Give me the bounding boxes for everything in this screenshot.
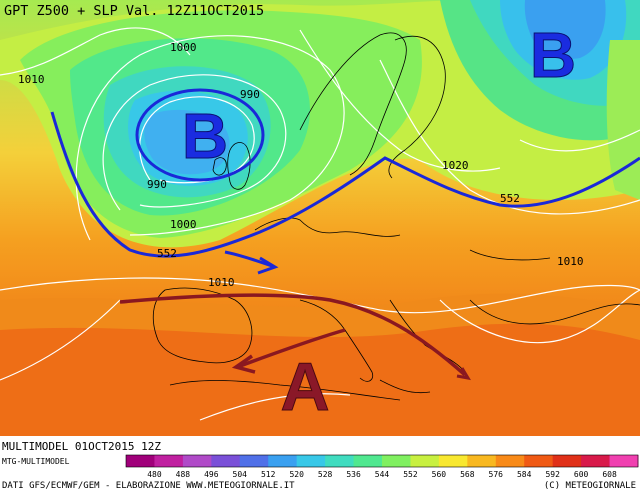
low-pressure-letter: B (182, 100, 228, 172)
legend-tick-label: 544 (375, 470, 390, 479)
coastlines (152, 32, 640, 401)
legend-tick-label: 600 (574, 470, 589, 479)
legend-swatch (296, 455, 326, 467)
legend-tick-label: 480 (147, 470, 162, 479)
flow-arrow-east-head (257, 256, 279, 275)
geopotential-label: 552 (157, 247, 177, 260)
legend-swatch (410, 455, 440, 467)
ridge-arc-head (456, 367, 471, 381)
trough-line (50, 111, 640, 258)
legend-tick-label: 576 (489, 470, 504, 479)
legend-tick-label: 488 (176, 470, 191, 479)
geopotential-field (0, 0, 640, 436)
geopotential-labels: 552 552 (157, 192, 520, 260)
legend-tick-label: 608 (602, 470, 617, 479)
legend-tick-label: 584 (517, 470, 532, 479)
legend-swatch (154, 455, 184, 467)
legend-tick-label: 568 (460, 470, 475, 479)
legend-swatch (495, 455, 525, 467)
model-run-label: MULTIMODEL 01OCT2015 12Z (2, 440, 161, 453)
legend-swatch (467, 455, 497, 467)
legend-frame (125, 454, 639, 468)
map-title: GPT Z500 + SLP Val. 12Z11OCT2015 (4, 3, 264, 19)
isobar-label: 1010 (18, 73, 45, 86)
legend-tick-label: 528 (318, 470, 333, 479)
legend-swatch (552, 455, 582, 467)
legend-tick-label: 520 (289, 470, 304, 479)
isobar-label: 990 (240, 88, 260, 101)
legend-tick-label: 560 (432, 470, 447, 479)
geopotential-label: 552 (500, 192, 520, 205)
model-name-label: MTG-MULTIMODEL (2, 457, 70, 466)
isobar-label: 1000 (170, 218, 197, 231)
legend-tick-label: 536 (346, 470, 361, 479)
ridge-arc (119, 293, 467, 377)
legend-swatch (268, 455, 298, 467)
color-legend-labels: 480 488 496 504 512 520 528 536 544 552 560 568 576 5… (147, 470, 617, 479)
legend-swatch (382, 455, 411, 467)
flow-arrow-west-head (231, 354, 256, 374)
legend-swatch (182, 455, 212, 467)
flow-arrow-west (239, 328, 346, 368)
legend-swatch (239, 455, 269, 467)
isobar-label: 1000 (170, 41, 197, 54)
isobar-label: 990 (147, 178, 167, 191)
copyright-label: (C) METEOGIORNALE (544, 481, 636, 491)
legend-swatch (353, 455, 383, 467)
legend-swatch (524, 455, 554, 467)
legend-tick-label: 592 (545, 470, 560, 479)
legend-swatch (581, 455, 611, 467)
flow-arrow-east (224, 250, 273, 268)
color-legend (125, 454, 639, 468)
isobar-label: 1010 (557, 255, 584, 268)
legend-tick-label: 504 (233, 470, 248, 479)
isobar-label: 1010 (208, 276, 235, 289)
legend-swatch (211, 455, 241, 467)
legend-swatch (126, 455, 155, 467)
legend-swatch (438, 455, 468, 467)
legend-swatch (609, 455, 639, 467)
high-pressure-letter: A (280, 349, 329, 425)
pressure-labels: 1000 990 1010 990 1000 1020 1010 1010 (18, 41, 584, 289)
legend-swatch (325, 455, 355, 467)
low-pressure-letter: B (530, 19, 576, 91)
legend-tick-label: 512 (261, 470, 276, 479)
isobars (0, 27, 640, 421)
source-label: DATI GFS/ECMWF/GEM - ELABORAZIONE WWW.ME… (2, 481, 295, 491)
low-pressure-ring (135, 88, 265, 182)
legend-tick-label: 496 (204, 470, 219, 479)
isobar-label: 1020 (442, 159, 469, 172)
legend-tick-label: 552 (403, 470, 418, 479)
